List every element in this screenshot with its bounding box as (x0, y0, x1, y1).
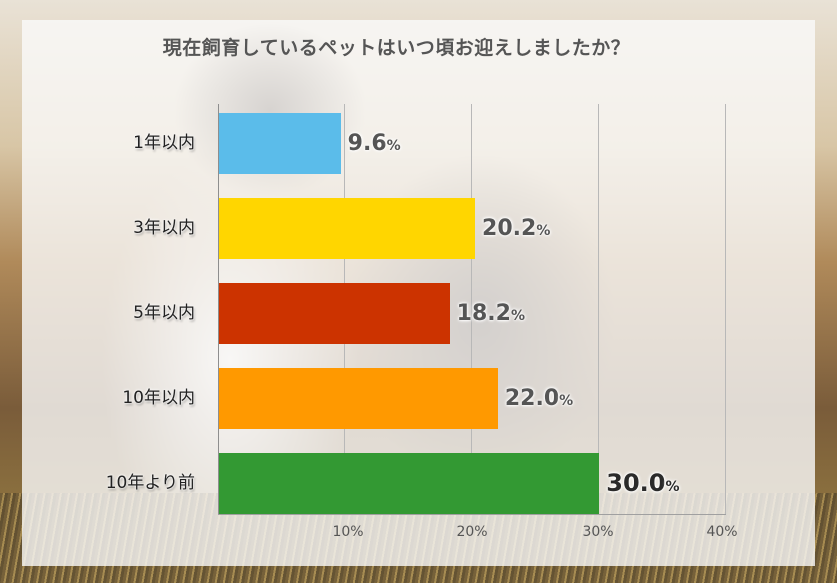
chart-title: 現在飼育しているペットはいつ頃お迎えしましたか？ (162, 37, 631, 59)
bar (219, 198, 476, 259)
gridline-30 (598, 104, 599, 514)
value-number: 9.6 (347, 131, 387, 156)
x-tick-label: 20% (456, 524, 488, 540)
gridline-40 (725, 104, 726, 514)
value-label: 30.0% (606, 453, 679, 518)
bar (219, 453, 600, 514)
x-tick-label: 30% (582, 524, 614, 540)
value-label: 20.2% (482, 198, 550, 262)
category-label: 1年以内 (133, 133, 195, 153)
bar (219, 283, 450, 344)
value-label: 9.6% (348, 113, 401, 177)
x-axis-line (218, 514, 726, 515)
value-number: 30.0 (606, 469, 666, 497)
percent-sign: % (665, 479, 680, 495)
value-label: 22.0% (505, 368, 573, 432)
percent-sign: % (559, 393, 574, 409)
gridline-20 (471, 104, 472, 514)
percent-sign: % (386, 138, 401, 154)
value-number: 20.2 (482, 216, 537, 241)
bar (219, 368, 498, 429)
x-tick-label: 40% (706, 524, 738, 540)
percent-sign: % (510, 308, 525, 324)
category-label: 10年より前 (105, 473, 195, 493)
value-label: 18.2% (457, 283, 525, 347)
x-tick-label: 10% (332, 524, 364, 540)
bar (219, 113, 341, 174)
category-label: 5年以内 (133, 303, 195, 323)
category-label: 3年以内 (133, 218, 195, 238)
value-number: 18.2 (456, 301, 511, 326)
category-label: 10年以内 (122, 388, 195, 408)
value-number: 22.0 (504, 386, 560, 411)
y-axis-line (218, 104, 219, 514)
percent-sign: % (536, 223, 551, 239)
